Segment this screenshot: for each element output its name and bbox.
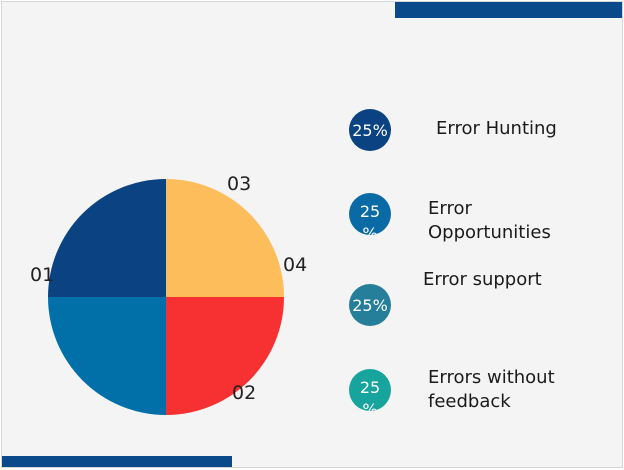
pie-slice-02 [166,179,284,297]
bottom-accent-bar [2,456,232,467]
slice-label-04: 04 [283,254,308,276]
legend-value-badge: 25 % [349,193,391,235]
slice-label-01: 01 [30,264,55,286]
pie-slice-03 [166,297,284,415]
pie-slice-04 [48,297,166,415]
pie-slice-01 [48,179,166,297]
legend-value-badge: 25% [349,109,391,151]
legend-label-error-opportunities: Error Opportunities [428,198,551,243]
legend-label-error-support: Error support [423,269,542,290]
top-accent-bar [395,2,622,18]
legend-label-error-hunting: Error Hunting [436,118,557,139]
slice-label-02: 02 [232,382,257,404]
legend-value-badge: 25% [349,284,391,326]
legend-value-badge: 25 % [349,369,391,411]
slice-label-03: 03 [227,173,252,195]
legend-label-errors-without-feedback: Errors without feedback [428,367,555,412]
